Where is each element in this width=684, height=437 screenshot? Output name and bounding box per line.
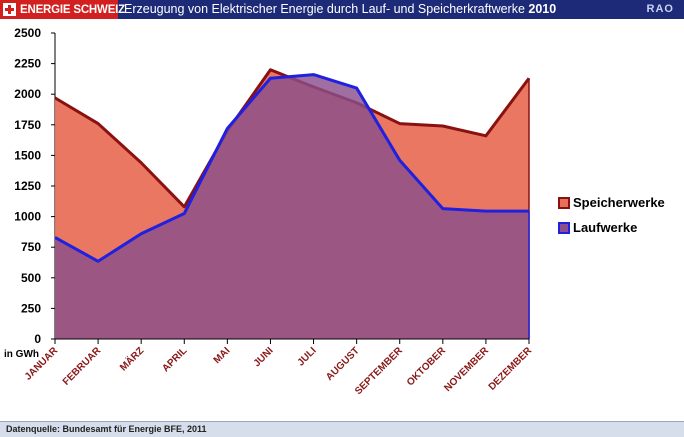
- x-tick-label: JULI: [296, 345, 319, 368]
- legend-swatch: [558, 197, 570, 209]
- series-layer: [54, 68, 531, 339]
- chart-area: 0 250 500 750 1000 1250 1500 1750 2000 2250 2500 J…: [4, 26, 665, 397]
- y-axis: 0 250 500 750 1000 1250 1500 1750 2000 2250 2500: [14, 26, 56, 346]
- line-laufwerke: [54, 73, 529, 263]
- y-tick-label: 0: [34, 332, 41, 346]
- chart-title-text: Erzeugung von Elektrischer Energie durch…: [124, 2, 525, 16]
- data-source: Datenquelle: Bundesamt für Energie BFE, …: [6, 424, 207, 434]
- brand-name: ENERGIE SCHWEIZ: [20, 3, 125, 16]
- x-tick-label: NOVEMBER: [442, 345, 491, 394]
- legend-label: Laufwerke: [573, 220, 637, 235]
- x-tick-label: JUNI: [252, 345, 276, 369]
- x-tick-label: FEBRUAR: [61, 345, 104, 388]
- x-tick-label: DEZEMBER: [487, 345, 535, 393]
- brand-badge: ENERGIE SCHWEIZ: [0, 0, 125, 19]
- swiss-flag-icon: [3, 3, 16, 16]
- y-tick-label: 1000: [14, 210, 41, 224]
- legend: Speicherwerke Laufwerke: [558, 195, 665, 235]
- rao-tag: RAO: [646, 3, 674, 15]
- x-tick-label: MAI: [212, 345, 233, 366]
- header-bar: ENERGIE SCHWEIZ Erzeugung von Elektrisch…: [0, 0, 684, 19]
- y-tick-label: 500: [21, 271, 41, 285]
- y-tick-label: 250: [21, 301, 41, 315]
- chart-title-year: 2010: [528, 2, 557, 16]
- legend-label: Speicherwerke: [573, 195, 665, 210]
- y-tick-label: 750: [21, 240, 41, 254]
- x-tick-label: MÄRZ: [117, 344, 147, 374]
- area-laufwerke: [55, 74, 529, 339]
- legend-swatch: [558, 222, 570, 234]
- y-tick-label: 1750: [14, 118, 41, 132]
- footer-bar: Datenquelle: Bundesamt für Energie BFE, …: [0, 421, 684, 437]
- y-tick-label: 2000: [14, 87, 41, 101]
- chart-title: Erzeugung von Elektrischer Energie durch…: [124, 1, 556, 18]
- y-axis-unit-label: in GWh: [4, 349, 39, 360]
- y-tick-label: 1250: [14, 179, 41, 193]
- x-axis: JANUAR FEBRUAR MÄRZ APRIL MAI JUNI JULI AUGUSTS…: [23, 338, 535, 397]
- y-tick-label: 1500: [14, 148, 41, 162]
- x-tick-label: APRIL: [160, 345, 189, 374]
- x-tick-label: OKTOBER: [405, 345, 449, 389]
- y-tick-label: 2250: [14, 57, 41, 71]
- y-tick-label: 2500: [14, 26, 41, 40]
- x-tick-label: AUGUST: [324, 345, 362, 383]
